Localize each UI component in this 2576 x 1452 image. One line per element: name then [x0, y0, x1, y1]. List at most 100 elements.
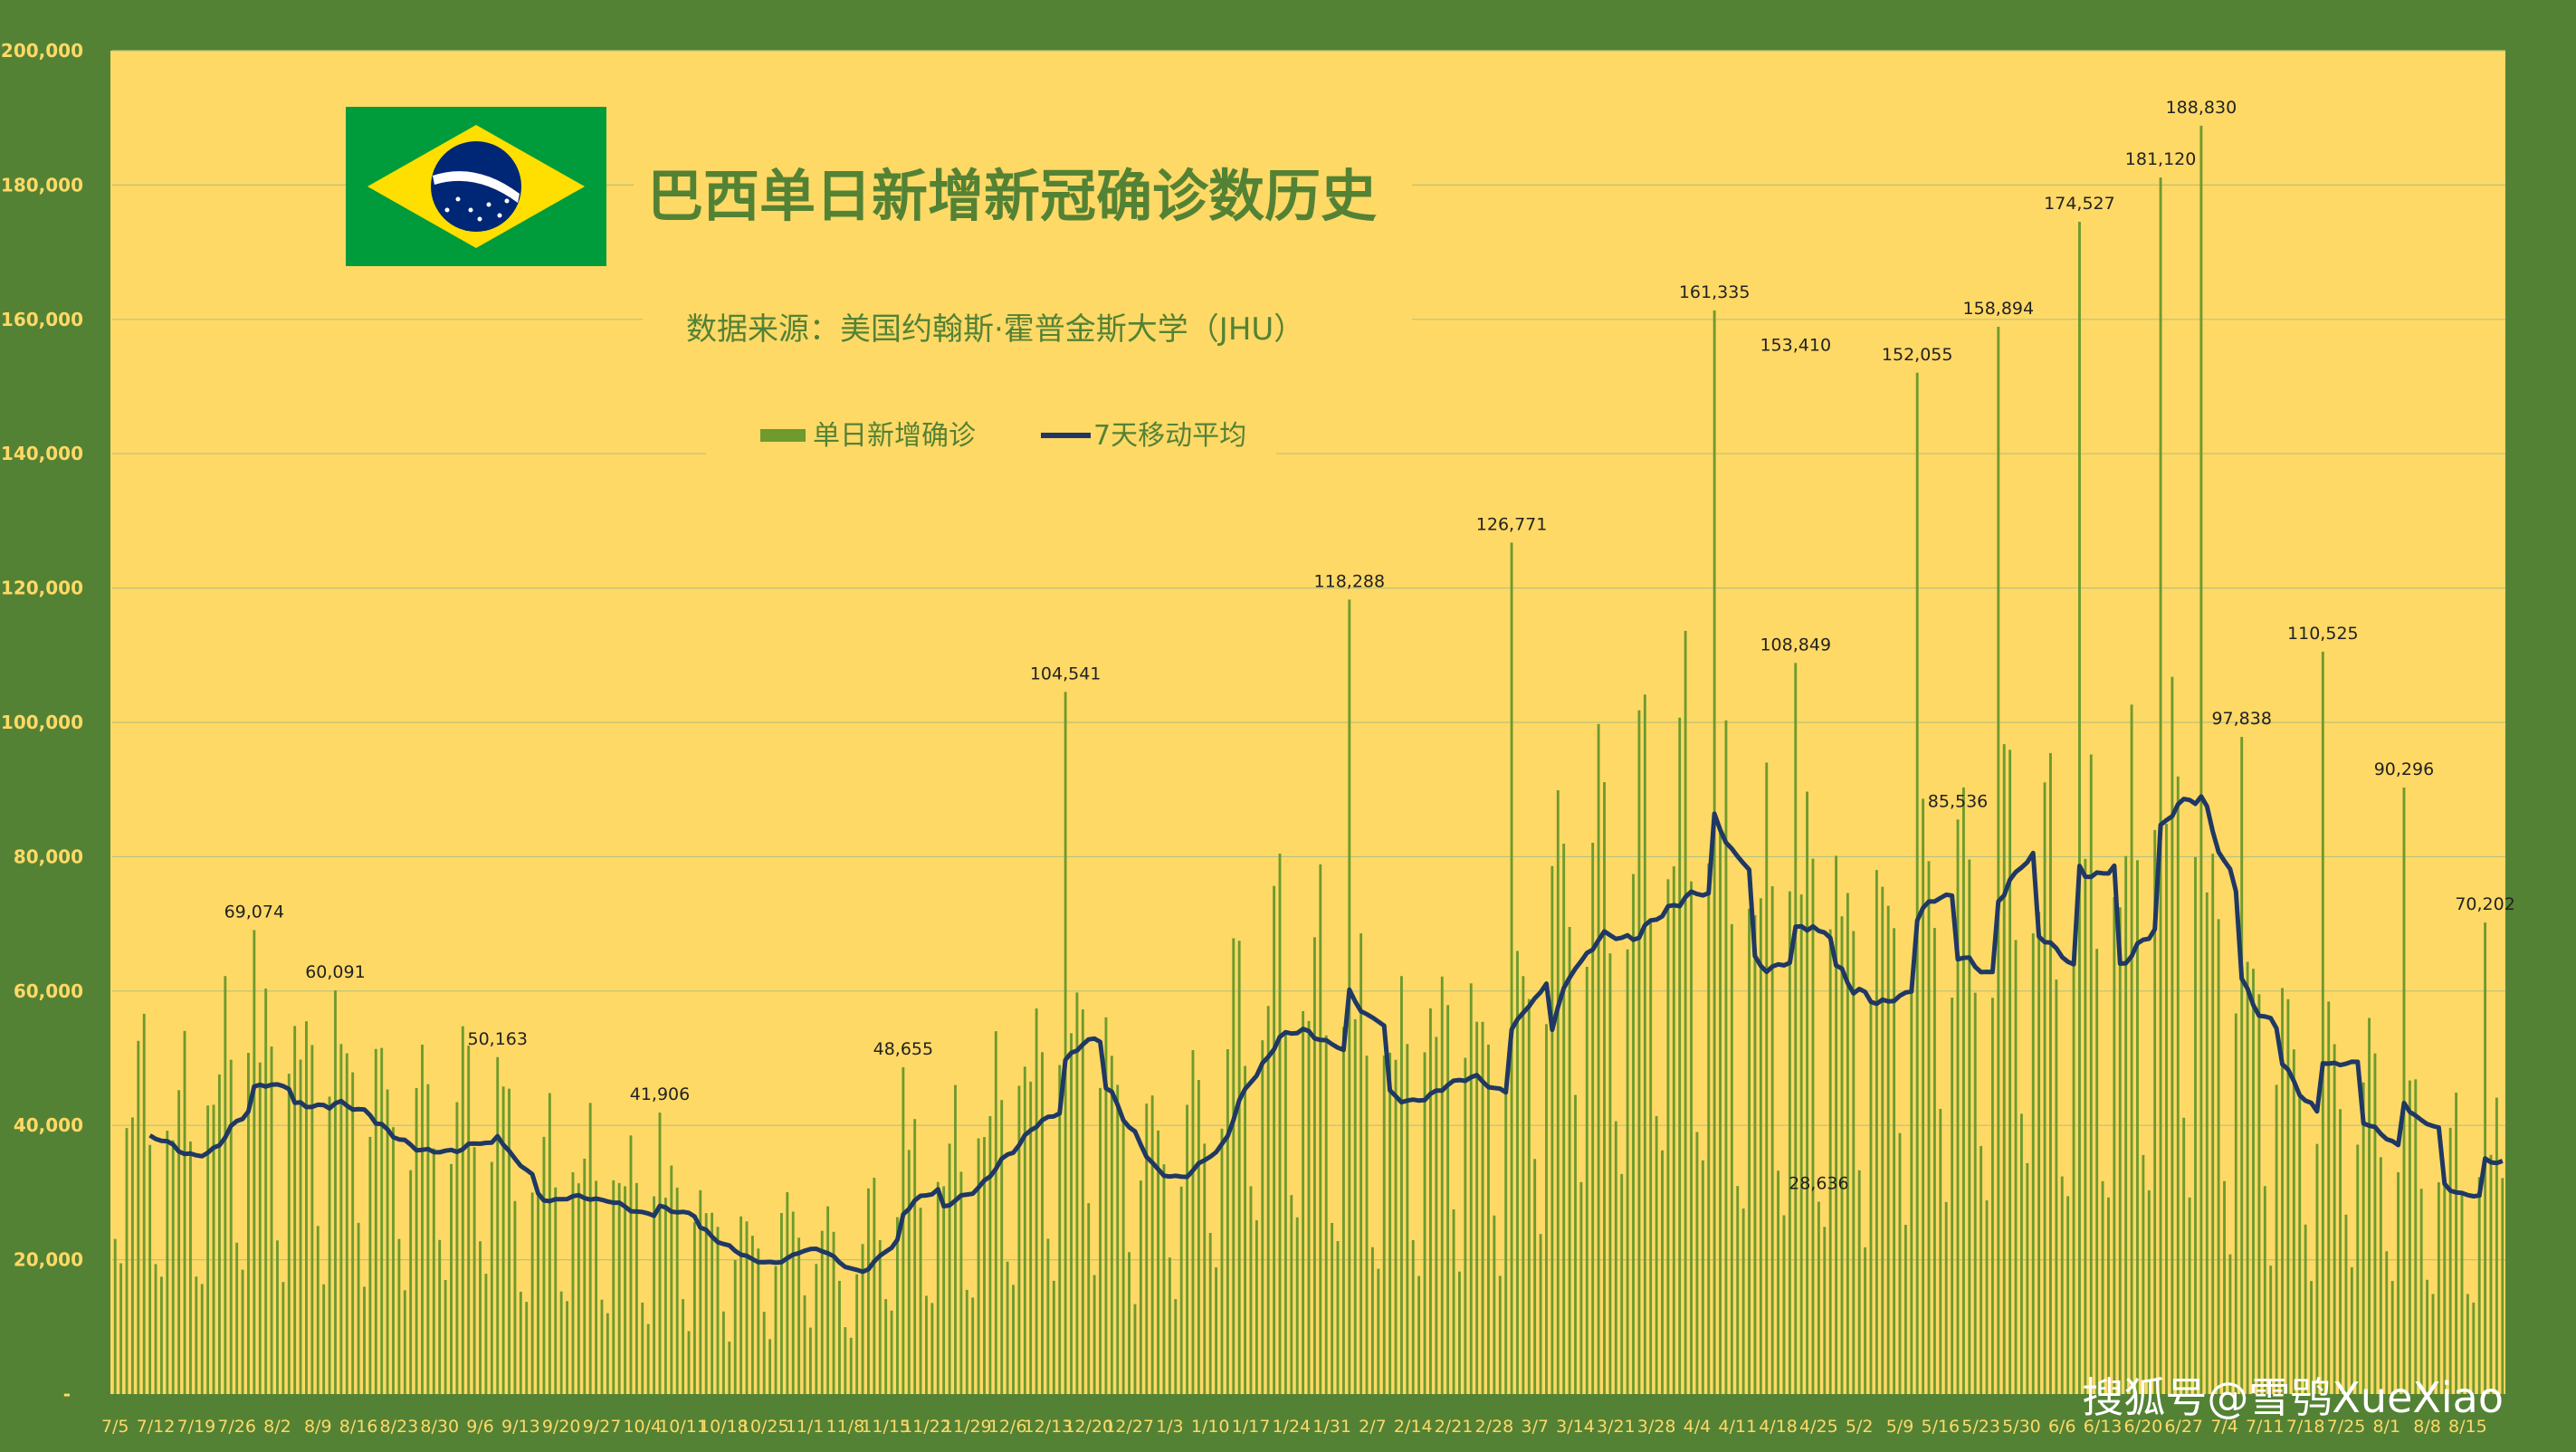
daily-bar: [195, 1276, 198, 1394]
daily-bar: [1539, 1234, 1542, 1394]
x-tick-label: 6/13: [2084, 1417, 2123, 1437]
daily-bar: [2402, 788, 2406, 1394]
daily-bar: [1574, 1094, 1577, 1394]
daily-bar: [878, 1239, 882, 1394]
daily-bars: [113, 125, 2504, 1395]
daily-bar: [363, 1286, 366, 1394]
daily-bar: [2397, 1171, 2400, 1394]
daily-bar: [2147, 1189, 2151, 1394]
daily-bar: [305, 1021, 308, 1394]
daily-bar: [2379, 1157, 2382, 1394]
x-tick-label: 12/27: [1104, 1417, 1154, 1437]
daily-bar: [1377, 1268, 1380, 1394]
daily-bar: [1394, 1059, 1398, 1394]
daily-bar: [2443, 1181, 2447, 1394]
daily-bar: [1382, 1056, 1386, 1394]
daily-bar: [1307, 1020, 1311, 1394]
y-tick-label: 160,000: [1, 309, 83, 330]
daily-bar: [832, 1231, 835, 1394]
daily-bar: [1672, 866, 1675, 1394]
daily-bar: [2327, 1001, 2331, 1394]
daily-bar: [977, 1138, 980, 1394]
chart-subtitle: 数据来源：美国约翰斯·霍普金斯大学（JHU）: [686, 311, 1304, 348]
daily-bar: [1655, 1115, 1658, 1394]
daily-bar: [1302, 1011, 1305, 1394]
daily-bar: [1939, 1108, 1942, 1394]
daily-bar: [2466, 1294, 2469, 1394]
daily-bar: [2043, 782, 2046, 1394]
x-tick-label: 8/23: [380, 1417, 419, 1437]
daily-bar: [1968, 859, 1971, 1394]
x-tick-label: 3/21: [1597, 1417, 1636, 1437]
x-tick-label: 2/21: [1435, 1417, 1474, 1437]
daily-bar: [1290, 1195, 1293, 1394]
daily-bar: [334, 990, 337, 1394]
daily-bar: [2101, 1180, 2104, 1394]
data-label: 28,636: [1789, 1174, 1848, 1194]
daily-bar: [1319, 864, 1322, 1394]
daily-bar: [1817, 1201, 1820, 1394]
daily-bar: [1487, 1044, 1490, 1394]
x-tick-label: 1/10: [1191, 1417, 1230, 1437]
daily-bar: [1244, 1065, 1247, 1394]
daily-bar: [2118, 907, 2122, 1394]
daily-bar: [2072, 950, 2075, 1394]
x-tick-label: 1/31: [1312, 1417, 1351, 1437]
daily-bar: [588, 1103, 592, 1394]
daily-bar: [548, 1093, 551, 1394]
daily-bar: [2298, 1093, 2302, 1394]
daily-bar: [2217, 919, 2220, 1394]
daily-bar: [525, 1302, 529, 1394]
legend-line-label: 7天移动平均: [1093, 420, 1246, 452]
daily-bar: [1741, 1208, 1745, 1394]
x-tick-label: 9/13: [501, 1417, 540, 1437]
daily-bar: [1799, 894, 1803, 1394]
daily-bar: [595, 1180, 598, 1394]
daily-bar: [2188, 1197, 2191, 1394]
legend: 单日新增确诊 7天移动平均: [706, 406, 1276, 463]
data-label: 153,410: [1760, 336, 1831, 356]
daily-bar: [2368, 1017, 2371, 1394]
daily-bar: [890, 1310, 893, 1394]
daily-bar: [467, 1046, 471, 1394]
daily-bar: [1765, 762, 1769, 1394]
daily-bar: [1475, 1021, 1479, 1394]
daily-bar: [2350, 1266, 2353, 1394]
daily-bar: [1070, 1033, 1073, 1394]
chart-title: 巴西单日新增新冠确诊数历史: [647, 163, 1377, 229]
daily-bar: [1220, 1128, 1224, 1394]
daily-bar: [797, 1237, 801, 1394]
daily-bar: [2194, 856, 2197, 1394]
daily-bar: [455, 1102, 459, 1394]
daily-bar: [820, 1230, 824, 1394]
daily-bar: [757, 1248, 760, 1394]
daily-bar: [1360, 933, 1363, 1394]
daily-bar: [2089, 754, 2093, 1394]
daily-bar: [1452, 1208, 1455, 1394]
data-label: 70,202: [2455, 894, 2514, 914]
y-tick-label: 100,000: [1, 712, 83, 733]
y-tick-label: 140,000: [1, 443, 83, 464]
daily-bar: [328, 1096, 331, 1394]
daily-bar: [1997, 327, 2000, 1394]
daily-bar: [1932, 928, 1936, 1394]
daily-bar: [1215, 1266, 1218, 1394]
daily-bar: [1232, 938, 1236, 1394]
daily-bar: [1099, 1087, 1102, 1394]
daily-bar: [200, 1284, 204, 1394]
daily-bar: [380, 1047, 384, 1394]
daily-bar: [907, 1150, 911, 1394]
daily-bar: [1770, 886, 1774, 1394]
daily-bar: [2014, 940, 2018, 1394]
daily-bar: [1121, 1117, 1125, 1394]
x-tick-label: 11/15: [861, 1417, 911, 1437]
daily-bar: [2171, 676, 2174, 1394]
daily-bar: [316, 1226, 320, 1394]
daily-bar: [1092, 1275, 1096, 1394]
daily-bar: [954, 1084, 957, 1394]
x-tick-label: 10/4: [623, 1417, 662, 1437]
x-tick-label: 4/4: [1684, 1417, 1712, 1437]
daily-bar: [687, 1331, 691, 1394]
daily-bar: [177, 1090, 181, 1394]
daily-bar: [1903, 1225, 1907, 1394]
